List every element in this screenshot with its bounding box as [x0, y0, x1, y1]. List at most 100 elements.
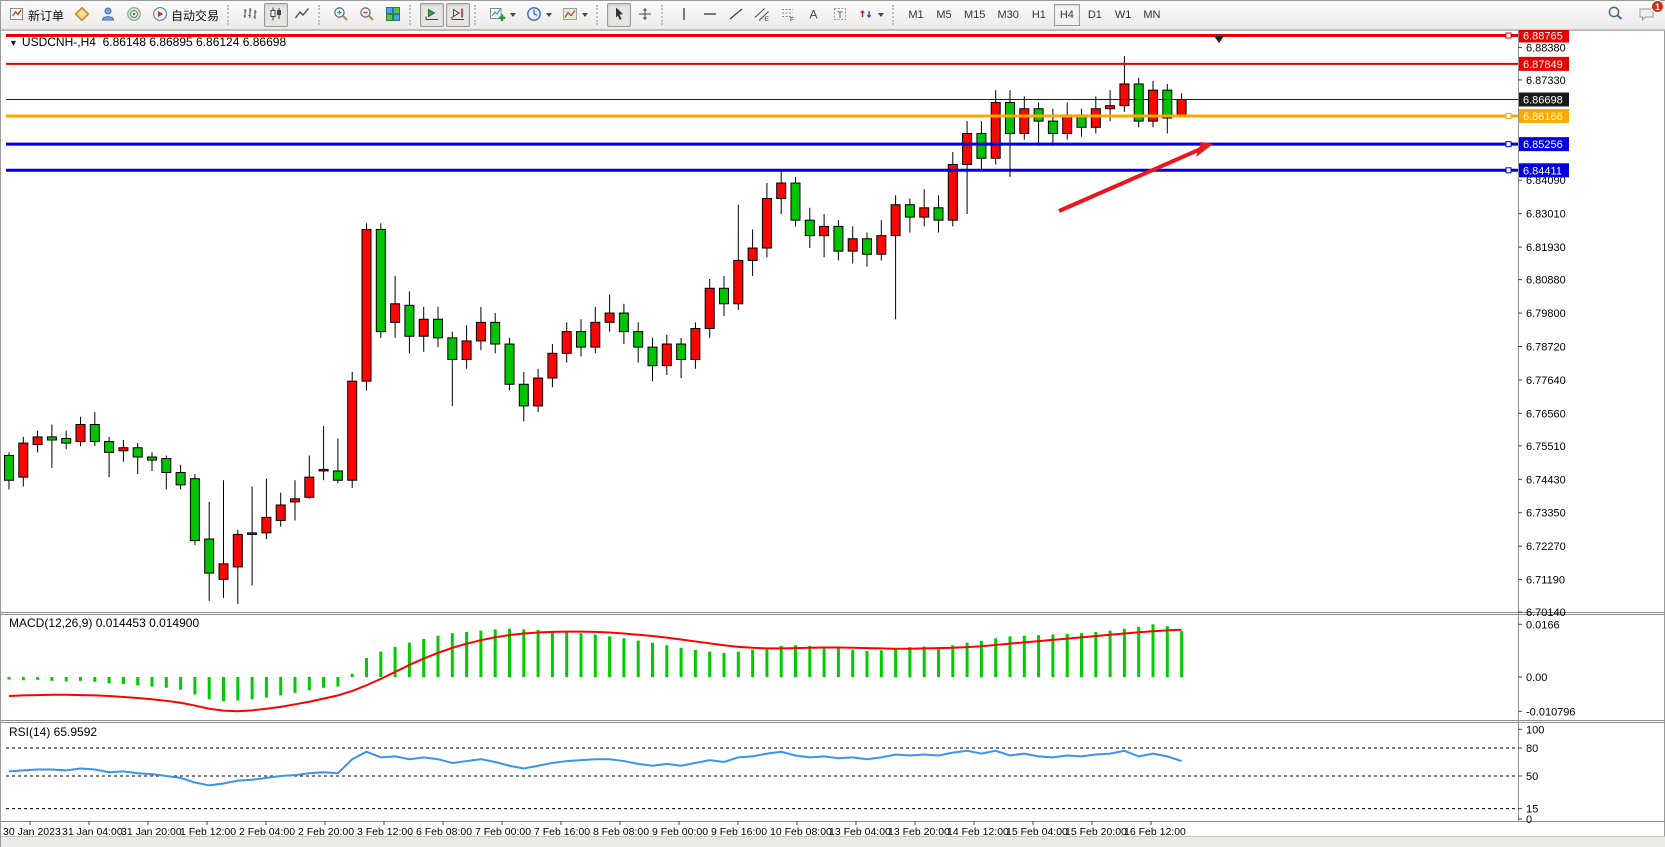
line-anchor	[1505, 141, 1512, 148]
bar-chart-button[interactable]	[238, 3, 262, 27]
price-badge	[1519, 163, 1569, 178]
price-tick-label: 6.74430	[1526, 474, 1566, 486]
tile-windows-button[interactable]	[381, 3, 405, 27]
cursor-button[interactable]	[607, 3, 632, 27]
toolbar-separator	[892, 5, 899, 25]
alert-marker	[1214, 36, 1224, 43]
toolbar-separator	[596, 5, 603, 25]
channel-button[interactable]: E	[750, 3, 774, 27]
arrows-icon	[858, 6, 874, 25]
price-badge-label: 6.85256	[1523, 139, 1563, 151]
auto-scroll-button[interactable]	[420, 3, 445, 27]
svg-text:T: T	[837, 9, 843, 19]
templates-icon	[562, 6, 578, 25]
line-chart-button[interactable]	[290, 3, 314, 27]
chart-symbol: USDCNH-,H4	[21, 35, 96, 49]
templates-button[interactable]	[558, 3, 592, 27]
price-tick-label: 6.79800	[1526, 308, 1566, 320]
timeframe-w1-button[interactable]: W1	[1114, 9, 1132, 21]
chart-ohlc: 6.86148 6.86895 6.86124 6.86698	[102, 35, 287, 49]
search-icon	[1607, 5, 1624, 25]
time-tick-label: 9 Feb 16:00	[711, 826, 767, 836]
periods-button[interactable]	[522, 3, 556, 27]
time-tick-label: 13 Feb 20:00	[888, 826, 950, 836]
timeframe-mn-button[interactable]: MN	[1143, 9, 1161, 21]
fibonacci-button[interactable]: F	[776, 3, 800, 27]
time-tick-label: 15 Feb 20:00	[1065, 826, 1127, 836]
timeframe-m5-button[interactable]: M5	[936, 9, 952, 21]
price-tick-label: 6.71190	[1526, 575, 1565, 587]
chart-shift-button[interactable]	[446, 3, 471, 27]
line-anchor	[1505, 32, 1512, 39]
autotrading-icon	[152, 6, 168, 25]
arrows-button[interactable]	[854, 3, 888, 27]
new-order-icon	[9, 6, 25, 25]
chart-shift-icon	[450, 6, 466, 25]
price-badge	[1519, 137, 1569, 152]
trendline-button[interactable]	[724, 3, 748, 27]
rsi-axis-label: 50	[1526, 771, 1538, 783]
data-window-icon	[100, 6, 116, 25]
timeframe-m1-button[interactable]: M1	[908, 9, 924, 21]
horizontal-line-button[interactable]	[698, 3, 722, 27]
notifications-button[interactable]: 1	[1634, 0, 1664, 27]
price-tick-label: 6.80880	[1526, 275, 1566, 287]
macd-axis-label: -0.010796	[1526, 706, 1576, 718]
zoom-in-button[interactable]	[329, 3, 353, 27]
vertical-line-button[interactable]	[672, 3, 696, 27]
time-tick-label: 9 Feb 00:00	[652, 826, 708, 836]
text-button[interactable]: A	[802, 3, 826, 27]
macd-signal-line	[8, 628, 1182, 713]
new-order-button[interactable]: 新订单	[5, 3, 68, 27]
chart-canvas[interactable]: 6.88380 6.87330 6.84090 6.83010 6.81930 6.808…	[1, 30, 1665, 836]
price-tick-label: 6.78720	[1526, 341, 1566, 353]
text-label-button[interactable]: T	[828, 3, 852, 27]
crosshair-button[interactable]	[633, 3, 657, 27]
rsi-axis-label: 0	[1526, 814, 1532, 826]
price-badge-label: 6.86166	[1523, 111, 1563, 123]
time-tick-label: 31 Jan 20:00	[121, 826, 182, 836]
navigator-button[interactable]	[122, 3, 146, 27]
search-button[interactable]	[1603, 3, 1628, 27]
toolbar-separator	[318, 5, 325, 25]
price-tick-label: 6.72270	[1526, 541, 1566, 553]
zoom-out-button[interactable]	[355, 3, 379, 27]
timeframe-m30-button[interactable]: M30	[997, 9, 1019, 21]
timeframe-h4-button[interactable]: H4	[1053, 4, 1080, 26]
timeframe-h1-button[interactable]: H1	[1031, 9, 1046, 21]
price-tick-label: 6.83010	[1526, 209, 1566, 221]
price-badge-label: 6.86698	[1523, 94, 1563, 106]
rsi-axis-label: 80	[1526, 743, 1538, 755]
trend-arrow	[1058, 146, 1204, 213]
bar-chart-icon	[242, 6, 258, 25]
timeframe-m15-button[interactable]: M15	[964, 9, 986, 21]
indicators-icon	[489, 6, 506, 25]
trendline-icon	[728, 6, 744, 25]
vertical-line-icon	[676, 6, 692, 25]
data-window-button[interactable]	[96, 3, 120, 27]
time-tick-label: 15 Feb 04:00	[1006, 826, 1068, 836]
price-tick-label: 6.73350	[1526, 508, 1566, 520]
price-badge	[1519, 108, 1569, 123]
candlestick-series	[4, 56, 1187, 605]
timeframe-d1-button[interactable]: D1	[1087, 9, 1102, 21]
market-watch-icon	[74, 6, 90, 25]
one-click-trading-icon: ▼	[9, 38, 18, 48]
indicators-button[interactable]	[485, 3, 520, 27]
price-tick-label: 6.84090	[1526, 175, 1566, 187]
time-tick-label: 6 Feb 08:00	[416, 826, 472, 836]
price-badge-label: 6.84411	[1523, 165, 1562, 177]
candle-chart-button[interactable]	[264, 3, 289, 27]
window-bottom-edge	[1, 836, 1665, 847]
fibonacci-icon: F	[780, 6, 796, 25]
toolbar: 新订单 自动交易	[1, 0, 1665, 30]
chart-title: ▼ USDCNH-,H4 6.86148 6.86895 6.86124 6.86…	[9, 35, 286, 49]
autotrading-button[interactable]: 自动交易	[148, 3, 223, 27]
zoom-in-icon	[333, 6, 349, 25]
toolbar-separator	[409, 5, 416, 25]
price-tick-label: 6.88380	[1526, 42, 1566, 54]
price-tick-label: 6.87330	[1526, 75, 1566, 87]
time-tick-label: 14 Feb 12:00	[947, 826, 1009, 836]
price-tick-label: 6.70140	[1526, 607, 1566, 619]
market-watch-button[interactable]	[70, 3, 94, 27]
